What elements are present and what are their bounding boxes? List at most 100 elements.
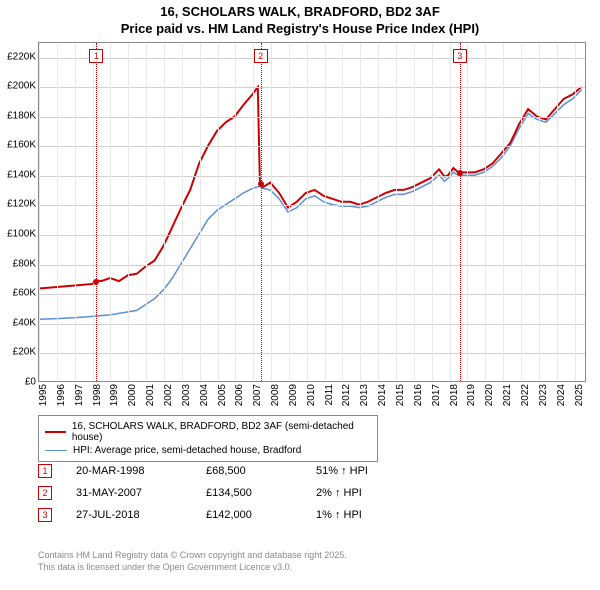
marker-box: 1 bbox=[89, 49, 103, 63]
gridline-vertical bbox=[57, 43, 58, 381]
x-tick-label: 2019 bbox=[466, 384, 477, 406]
sales-date: 20-MAR-1998 bbox=[76, 465, 206, 477]
x-tick-label: 2004 bbox=[199, 384, 210, 406]
gridline-vertical bbox=[200, 43, 201, 381]
y-axis: £0£20K£40K£60K£80K£100K£120K£140K£160K£1… bbox=[0, 42, 38, 382]
plot-area: 1 2 3 bbox=[38, 42, 586, 382]
gridline-vertical bbox=[414, 43, 415, 381]
gridline-vertical bbox=[539, 43, 540, 381]
marker-line bbox=[261, 43, 262, 381]
sales-price: £68,500 bbox=[206, 465, 316, 477]
footer: Contains HM Land Registry data © Crown c… bbox=[38, 550, 347, 573]
legend-item: HPI: Average price, semi-detached house,… bbox=[45, 444, 371, 457]
footer-line-1: Contains HM Land Registry data © Crown c… bbox=[38, 550, 347, 562]
chart-area: £0£20K£40K£60K£80K£100K£120K£140K£160K£1… bbox=[0, 42, 600, 412]
gridline-vertical bbox=[467, 43, 468, 381]
chart-container: 16, SCHOLARS WALK, BRADFORD, BD2 3AF Pri… bbox=[0, 0, 600, 590]
sales-marker: 2 bbox=[38, 486, 52, 500]
y-tick-label: £100K bbox=[7, 228, 36, 239]
gridline-vertical bbox=[110, 43, 111, 381]
gridline-vertical bbox=[575, 43, 576, 381]
x-tick-label: 2005 bbox=[217, 384, 228, 406]
gridline-vertical bbox=[128, 43, 129, 381]
x-tick-label: 2015 bbox=[395, 384, 406, 406]
gridline-vertical bbox=[253, 43, 254, 381]
sales-date: 27-JUL-2018 bbox=[76, 509, 206, 521]
sales-marker: 3 bbox=[38, 508, 52, 522]
marker-box: 2 bbox=[254, 49, 268, 63]
gridline-vertical bbox=[164, 43, 165, 381]
gridline-vertical bbox=[396, 43, 397, 381]
sales-marker: 1 bbox=[38, 464, 52, 478]
x-tick-label: 2018 bbox=[449, 384, 460, 406]
marker-dot bbox=[258, 181, 264, 187]
x-tick-label: 1996 bbox=[56, 384, 67, 406]
gridline-vertical bbox=[521, 43, 522, 381]
y-tick-label: £60K bbox=[13, 288, 36, 299]
y-tick-label: £20K bbox=[13, 347, 36, 358]
y-tick-label: £80K bbox=[13, 258, 36, 269]
legend-item: 16, SCHOLARS WALK, BRADFORD, BD2 3AF (se… bbox=[45, 420, 371, 444]
x-tick-label: 2021 bbox=[502, 384, 513, 406]
x-tick-label: 2020 bbox=[484, 384, 495, 406]
x-tick-label: 2023 bbox=[538, 384, 549, 406]
legend-label: HPI: Average price, semi-detached house,… bbox=[73, 445, 301, 456]
x-tick-label: 2025 bbox=[574, 384, 585, 406]
title-block: 16, SCHOLARS WALK, BRADFORD, BD2 3AF Pri… bbox=[0, 0, 600, 38]
sales-row: 327-JUL-2018£142,0001% ↑ HPI bbox=[38, 504, 416, 526]
gridline-vertical bbox=[39, 43, 40, 381]
x-tick-label: 1999 bbox=[109, 384, 120, 406]
gridline-vertical bbox=[503, 43, 504, 381]
gridline-vertical bbox=[146, 43, 147, 381]
gridline-vertical bbox=[218, 43, 219, 381]
marker-box: 3 bbox=[453, 49, 467, 63]
x-tick-label: 2009 bbox=[288, 384, 299, 406]
title-line-2: Price paid vs. HM Land Registry's House … bbox=[0, 21, 600, 38]
x-tick-label: 2007 bbox=[252, 384, 263, 406]
gridline-vertical bbox=[557, 43, 558, 381]
x-tick-label: 2016 bbox=[413, 384, 424, 406]
legend-swatch bbox=[45, 431, 66, 433]
x-tick-label: 1995 bbox=[38, 384, 49, 406]
gridline-vertical bbox=[182, 43, 183, 381]
x-tick-label: 2013 bbox=[359, 384, 370, 406]
footer-line-2: This data is licensed under the Open Gov… bbox=[38, 562, 347, 574]
x-tick-label: 1997 bbox=[74, 384, 85, 406]
gridline-vertical bbox=[378, 43, 379, 381]
sales-hpi: 2% ↑ HPI bbox=[316, 487, 416, 499]
marker-dot bbox=[93, 279, 99, 285]
gridline-vertical bbox=[342, 43, 343, 381]
x-tick-label: 2014 bbox=[377, 384, 388, 406]
y-tick-label: £120K bbox=[7, 199, 36, 210]
x-tick-label: 2022 bbox=[520, 384, 531, 406]
gridline-vertical bbox=[485, 43, 486, 381]
y-tick-label: £200K bbox=[7, 81, 36, 92]
x-tick-label: 2006 bbox=[234, 384, 245, 406]
x-tick-label: 2001 bbox=[145, 384, 156, 406]
x-tick-label: 2002 bbox=[163, 384, 174, 406]
x-tick-label: 2010 bbox=[306, 384, 317, 406]
x-axis: 1995199619971998199920002001200220032004… bbox=[38, 382, 586, 412]
legend-swatch bbox=[45, 450, 67, 451]
y-tick-label: £180K bbox=[7, 110, 36, 121]
gridline-vertical bbox=[93, 43, 94, 381]
x-tick-label: 2003 bbox=[181, 384, 192, 406]
sales-date: 31-MAY-2007 bbox=[76, 487, 206, 499]
sales-price: £142,000 bbox=[206, 509, 316, 521]
y-tick-label: £40K bbox=[13, 317, 36, 328]
gridline-vertical bbox=[235, 43, 236, 381]
sales-row: 2 31-MAY-2007£134,5002% ↑ HPI bbox=[38, 482, 416, 504]
x-tick-label: 2012 bbox=[341, 384, 352, 406]
sales-table: 120-MAR-1998£68,50051% ↑ HPI231-MAY-2007… bbox=[38, 460, 416, 526]
gridline-vertical bbox=[271, 43, 272, 381]
x-tick-label: 2011 bbox=[324, 384, 335, 406]
sales-row: 120-MAR-1998£68,50051% ↑ HPI bbox=[38, 460, 416, 482]
gridline-vertical bbox=[450, 43, 451, 381]
y-tick-label: £0 bbox=[25, 376, 36, 387]
gridline-vertical bbox=[432, 43, 433, 381]
x-tick-label: 2000 bbox=[127, 384, 138, 406]
y-tick-label: £220K bbox=[7, 51, 36, 62]
sales-price: £134,500 bbox=[206, 487, 316, 499]
legend-label: 16, SCHOLARS WALK, BRADFORD, BD2 3AF (se… bbox=[72, 421, 371, 443]
marker-line bbox=[96, 43, 97, 381]
